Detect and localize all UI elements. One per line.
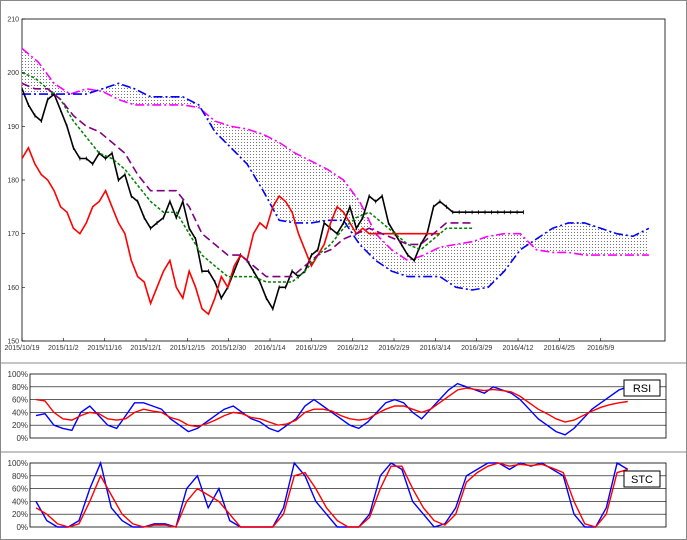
- main-x-tick-label: 2016/4/25: [544, 345, 575, 352]
- stc-series-lines: [35, 460, 629, 528]
- rsi-y-tick-label: 60%: [12, 396, 28, 405]
- main-x-tick-label: 2015/12/1: [130, 345, 161, 352]
- main-x-tick-label: 2015/12/30: [211, 345, 246, 352]
- main-y-tick-label: 200: [7, 70, 19, 77]
- base-line-line: [21, 82, 473, 278]
- rsi-y-tick-label: 40%: [12, 408, 28, 417]
- rsi-series-red-line: [35, 387, 628, 428]
- rsi-legend-label: RSI: [633, 383, 651, 395]
- stc-panel: 0% 20% 40% 60% 80% 100% STC: [8, 459, 667, 532]
- main-x-tick-label: 2016/2/29: [378, 345, 409, 352]
- main-y-tick-label: 160: [7, 285, 19, 292]
- stc-legend-box: [623, 470, 661, 488]
- stc-gridlines: [30, 475, 666, 515]
- leading-span-a-line: [21, 47, 649, 262]
- rsi-series-blue-line: [35, 382, 629, 436]
- main-y-tick-label: 150: [7, 339, 19, 346]
- stc-series-red-line: [35, 462, 629, 528]
- main-y-tick-label: 210: [7, 17, 19, 24]
- main-x-tick-label: 2015/11/16: [87, 345, 122, 352]
- main-x-tick-label: 2016/3/14: [420, 345, 451, 352]
- rsi-y-axis: 0% 20% 40% 60% 80% 100%: [8, 370, 28, 443]
- leading-span-b-line: [22, 82, 650, 291]
- main-x-tick-label: 2015/11/2: [48, 345, 79, 352]
- main-x-tick-label: 2016/3/29: [461, 345, 492, 352]
- stc-legend-label: STC: [631, 474, 653, 486]
- stc-y-tick-label: 20%: [12, 510, 28, 519]
- main-x-tick-label: 2015/12/15: [170, 345, 205, 352]
- main-x-axis: 2015/10/19 2015/11/2 2015/11/16 2015/12/1 20…: [4, 338, 614, 352]
- main-x-tick-label: 2016/1/29: [296, 345, 327, 352]
- main-x-tick-label: 2015/10/19: [4, 345, 39, 352]
- stc-y-axis: 0% 20% 40% 60% 80% 100%: [8, 459, 28, 532]
- stc-y-tick-label: 40%: [12, 497, 28, 506]
- rsi-y-tick-label: 0%: [16, 434, 28, 443]
- rsi-legend-box: [623, 379, 661, 397]
- main-price-panel: 150 160 170 180 190 200 210 2015/10/19 2015/11/…: [4, 17, 666, 352]
- rsi-series-lines: [35, 382, 629, 436]
- main-x-tick-label: 2016/1/14: [254, 345, 285, 352]
- ichimoku-cloud: [21, 47, 650, 291]
- main-x-tick-label: 2016/4/12: [502, 345, 533, 352]
- main-y-tick-label: 180: [7, 178, 19, 185]
- stc-y-tick-label: 80%: [12, 472, 28, 481]
- main-series-lines: [21, 72, 524, 316]
- rsi-y-tick-label: 80%: [12, 383, 28, 392]
- stc-y-tick-label: 0%: [16, 523, 28, 532]
- main-y-tick-label: 190: [7, 124, 19, 131]
- rsi-y-tick-label: 20%: [12, 421, 28, 430]
- main-y-axis: 150 160 170 180 190 200 210: [7, 17, 25, 346]
- conversion-line-line: [21, 72, 473, 283]
- rsi-plot-area: [29, 373, 667, 439]
- main-x-tick-label: 2016/2/12: [337, 345, 368, 352]
- stc-y-tick-label: 100%: [8, 459, 28, 468]
- stc-y-tick-label: 60%: [12, 485, 28, 494]
- main-y-tick-label: 170: [7, 231, 19, 238]
- rsi-panel: 0% 20% 40% 60% 80% 100% RSI: [8, 370, 667, 443]
- main-x-tick-label: 2016/5/9: [587, 345, 614, 352]
- rsi-y-tick-label: 100%: [8, 370, 28, 379]
